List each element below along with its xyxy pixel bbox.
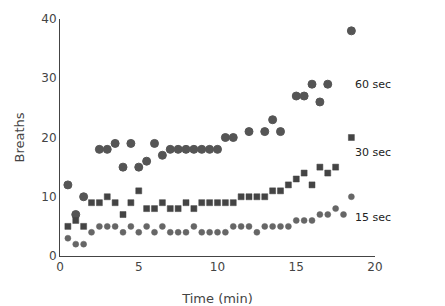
svg-text:40: 40: [41, 12, 56, 26]
svg-text:Breaths: Breaths: [12, 112, 27, 162]
svg-text:10: 10: [210, 260, 225, 274]
svg-text:60 sec: 60 sec: [355, 78, 391, 91]
svg-text:Time (min): Time (min): [181, 291, 253, 306]
svg-text:20: 20: [41, 131, 56, 145]
svg-text:5: 5: [135, 260, 143, 274]
svg-text:0: 0: [49, 249, 57, 263]
svg-text:10: 10: [41, 190, 56, 204]
svg-text:0: 0: [56, 260, 64, 274]
svg-text:15 sec: 15 sec: [355, 211, 391, 224]
svg-text:20: 20: [367, 260, 382, 274]
svg-text:30: 30: [41, 71, 56, 85]
svg-text:30 sec: 30 sec: [355, 146, 391, 159]
svg-text:15: 15: [289, 260, 304, 274]
